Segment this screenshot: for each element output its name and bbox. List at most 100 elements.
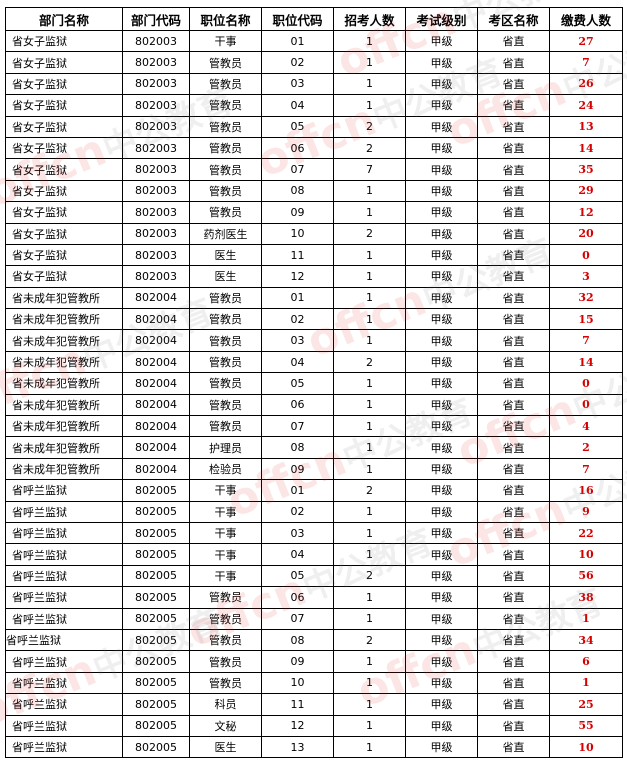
cell-position-name: 护理员 bbox=[189, 436, 262, 459]
cell-exam-area: 省直 bbox=[477, 393, 550, 417]
cell-dept-code: 802004 bbox=[122, 308, 190, 331]
cell-paid-count: 4 bbox=[549, 415, 623, 438]
cell-dept-code: 802005 bbox=[122, 735, 190, 759]
cell-position-code: 04 bbox=[261, 350, 334, 374]
cell-exam-area: 省直 bbox=[477, 308, 550, 331]
table-row: 省呼兰监狱 802005 医生 13 1 甲级 省直 10 bbox=[5, 735, 623, 759]
cell-position-code: 07 bbox=[261, 607, 334, 630]
header-row: 部门名称 部门代码 职位名称 职位代码 招考人数 考试级别 考区名称 缴费人数 bbox=[5, 7, 623, 31]
cell-paid-count: 7 bbox=[549, 51, 623, 74]
cell-dept-name: 省女子监狱 bbox=[5, 222, 123, 245]
cell-dept-name: 省女子监狱 bbox=[5, 158, 123, 181]
cell-exam-level: 甲级 bbox=[405, 500, 478, 523]
cell-position-name: 管教员 bbox=[189, 286, 262, 310]
table-row: 省呼兰监狱 802005 干事 02 1 甲级 省直 9 bbox=[5, 500, 623, 523]
cell-exam-area: 省直 bbox=[477, 51, 550, 74]
cell-recruit-count: 2 bbox=[333, 115, 406, 138]
header-recruit-count: 招考人数 bbox=[333, 7, 406, 31]
cell-exam-area: 省直 bbox=[477, 457, 550, 481]
cell-dept-code: 802004 bbox=[122, 350, 190, 374]
cell-position-code: 05 bbox=[261, 564, 334, 588]
table-row: 省呼兰监狱 802005 管教员 09 1 甲级 省直 6 bbox=[5, 650, 623, 673]
cell-dept-name: 省未成年犯管教所 bbox=[5, 372, 123, 395]
cell-recruit-count: 1 bbox=[333, 650, 406, 673]
cell-exam-area: 省直 bbox=[477, 436, 550, 459]
cell-exam-area: 省直 bbox=[477, 158, 550, 181]
cell-dept-code: 802003 bbox=[122, 72, 190, 96]
cell-position-name: 干事 bbox=[189, 500, 262, 523]
cell-dept-name: 省呼兰监狱 bbox=[5, 564, 123, 588]
cell-position-name: 管教员 bbox=[189, 415, 262, 438]
cell-exam-level: 甲级 bbox=[405, 286, 478, 310]
cell-exam-area: 省直 bbox=[477, 650, 550, 673]
cell-position-code: 08 bbox=[261, 436, 334, 459]
cell-recruit-count: 2 bbox=[333, 222, 406, 245]
cell-dept-name: 省呼兰监狱 bbox=[5, 650, 123, 673]
cell-paid-count: 25 bbox=[549, 693, 623, 716]
cell-dept-name: 省呼兰监狱 bbox=[5, 607, 123, 630]
cell-exam-area: 省直 bbox=[477, 372, 550, 395]
cell-paid-count: 3 bbox=[549, 265, 623, 288]
cell-position-name: 管教员 bbox=[189, 607, 262, 630]
cell-exam-level: 甲级 bbox=[405, 136, 478, 160]
cell-dept-code: 802005 bbox=[122, 693, 190, 716]
cell-paid-count: 10 bbox=[549, 735, 623, 759]
cell-exam-level: 甲级 bbox=[405, 115, 478, 138]
header-dept-code: 部门代码 bbox=[122, 7, 190, 31]
table-row: 省未成年犯管教所 802004 管教员 01 1 甲级 省直 32 bbox=[5, 286, 623, 310]
cell-position-code: 01 bbox=[261, 286, 334, 310]
cell-dept-name: 省呼兰监狱 bbox=[5, 714, 123, 737]
cell-recruit-count: 7 bbox=[333, 158, 406, 181]
cell-dept-name: 省呼兰监狱 bbox=[5, 693, 123, 716]
cell-position-code: 05 bbox=[261, 372, 334, 395]
cell-dept-name: 省女子监狱 bbox=[5, 94, 123, 117]
cell-exam-area: 省直 bbox=[477, 521, 550, 545]
cell-position-code: 04 bbox=[261, 543, 334, 566]
cell-dept-name: 省呼兰监狱 bbox=[5, 521, 123, 545]
cell-paid-count: 16 bbox=[549, 479, 623, 502]
cell-dept-name: 省未成年犯管教所 bbox=[5, 436, 123, 459]
cell-position-name: 干事 bbox=[189, 521, 262, 545]
cell-dept-code: 802004 bbox=[122, 393, 190, 417]
cell-exam-area: 省直 bbox=[477, 693, 550, 716]
cell-position-code: 07 bbox=[261, 415, 334, 438]
cell-dept-name: 省呼兰监狱 bbox=[5, 628, 123, 652]
cell-paid-count: 32 bbox=[549, 286, 623, 310]
cell-dept-name: 省女子监狱 bbox=[5, 29, 123, 53]
cell-exam-area: 省直 bbox=[477, 329, 550, 352]
cell-dept-code: 802004 bbox=[122, 457, 190, 481]
cell-position-name: 检验员 bbox=[189, 457, 262, 481]
cell-paid-count: 24 bbox=[549, 94, 623, 117]
table-row: 省女子监狱 802003 医生 12 1 甲级 省直 3 bbox=[5, 265, 623, 288]
cell-exam-area: 省直 bbox=[477, 222, 550, 245]
cell-position-name: 文秘 bbox=[189, 714, 262, 737]
cell-recruit-count: 1 bbox=[333, 179, 406, 203]
cell-exam-area: 省直 bbox=[477, 500, 550, 523]
cell-position-name: 医生 bbox=[189, 735, 262, 759]
cell-dept-code: 802005 bbox=[122, 543, 190, 566]
cell-exam-area: 省直 bbox=[477, 607, 550, 630]
cell-recruit-count: 1 bbox=[333, 286, 406, 310]
cell-recruit-count: 1 bbox=[333, 735, 406, 759]
cell-position-code: 11 bbox=[261, 693, 334, 716]
cell-position-name: 干事 bbox=[189, 479, 262, 502]
table-row: 省未成年犯管教所 802004 管教员 06 1 甲级 省直 0 bbox=[5, 393, 623, 417]
table-row: 省女子监狱 802003 医生 11 1 甲级 省直 0 bbox=[5, 243, 623, 267]
cell-recruit-count: 1 bbox=[333, 51, 406, 74]
cell-exam-level: 甲级 bbox=[405, 72, 478, 96]
cell-dept-code: 802003 bbox=[122, 201, 190, 224]
cell-paid-count: 12 bbox=[549, 201, 623, 224]
table-row: 省未成年犯管教所 802004 检验员 09 1 甲级 省直 7 bbox=[5, 457, 623, 481]
cell-paid-count: 15 bbox=[549, 308, 623, 331]
table-row: 省呼兰监狱 802005 干事 01 2 甲级 省直 16 bbox=[5, 479, 623, 502]
cell-exam-area: 省直 bbox=[477, 115, 550, 138]
cell-exam-area: 省直 bbox=[477, 564, 550, 588]
cell-dept-name: 省呼兰监狱 bbox=[5, 671, 123, 695]
table-row: 省呼兰监狱 802005 干事 04 1 甲级 省直 10 bbox=[5, 543, 623, 566]
cell-recruit-count: 1 bbox=[333, 29, 406, 53]
cell-position-name: 管教员 bbox=[189, 393, 262, 417]
cell-position-code: 09 bbox=[261, 201, 334, 224]
cell-paid-count: 10 bbox=[549, 543, 623, 566]
cell-exam-level: 甲级 bbox=[405, 714, 478, 737]
table-row: 省女子监狱 802003 管教员 07 7 甲级 省直 35 bbox=[5, 158, 623, 181]
